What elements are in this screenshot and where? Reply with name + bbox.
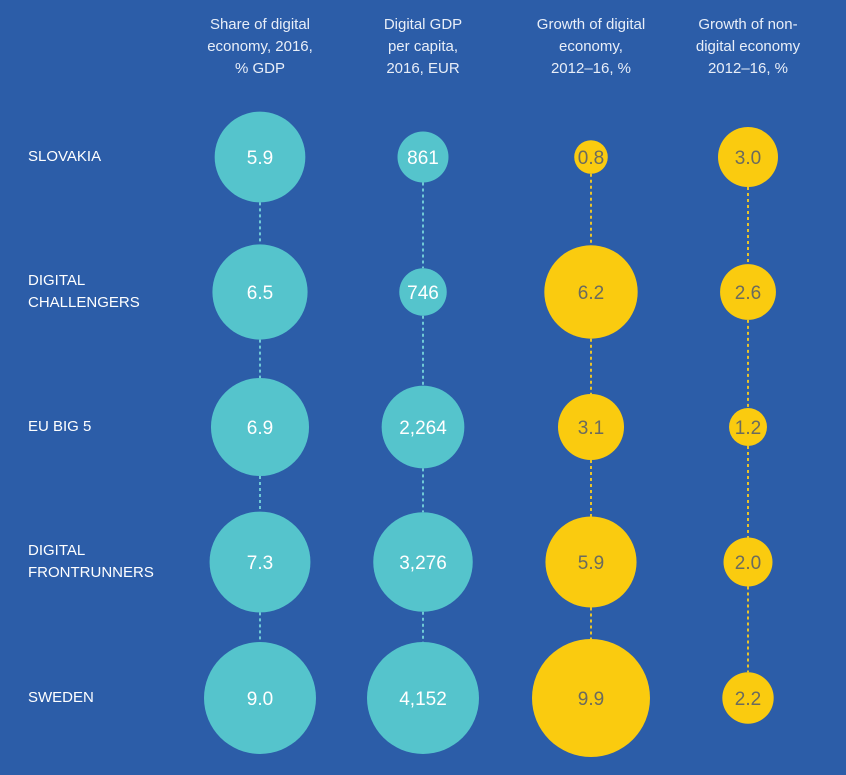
bubble [209, 511, 311, 613]
bubble [397, 131, 449, 183]
bubble-value-label: 2,264 [399, 418, 447, 439]
column-header: Share of digital economy, 2016, % GDP [207, 16, 313, 77]
bubble-value-label: 5.9 [247, 148, 273, 169]
bubble [720, 264, 776, 320]
row-label: DIGITAL CHALLENGERS [28, 272, 140, 311]
bubble-value-label: 6.2 [578, 283, 604, 304]
bubble-value-label: 2.0 [735, 553, 761, 574]
bubble [212, 244, 308, 340]
bubble-value-label: 861 [407, 148, 439, 169]
bubble-value-label: 2.6 [735, 283, 761, 304]
bubble [718, 127, 778, 187]
bubble [729, 408, 767, 446]
bubble-value-label: 7.3 [247, 553, 273, 574]
bubble-value-label: 3.0 [735, 148, 761, 169]
bubble [399, 268, 447, 316]
bubble-value-label: 9.0 [247, 689, 273, 710]
bubble-value-label: 6.5 [247, 283, 273, 304]
row-label: EU BIG 5 [28, 418, 92, 435]
bubble [381, 385, 465, 469]
bubble-value-label: 3.1 [578, 418, 604, 439]
row-label: SLOVAKIA [28, 148, 102, 165]
bubble-value-label: 5.9 [578, 553, 604, 574]
bubble [544, 245, 638, 339]
bubble-value-label: 746 [407, 283, 439, 304]
bubble [373, 512, 473, 612]
row-label: SWEDEN [28, 689, 94, 706]
bubble [545, 516, 637, 608]
column-header: Growth of digital economy, 2012–16, % [536, 16, 646, 77]
bubble [722, 672, 774, 724]
column-header: Digital GDP per capita, 2016, EUR [383, 16, 463, 77]
bubble-value-label: 3,276 [399, 553, 447, 574]
bubble [557, 393, 625, 461]
bubble-value-label: 9.9 [578, 689, 604, 710]
bubble [574, 140, 608, 174]
column-header: Growth of non- digital economy 2012–16, … [695, 16, 801, 77]
bubble [367, 642, 479, 754]
bubble [214, 111, 306, 203]
bubble-value-label: 4,152 [399, 689, 447, 710]
bubble-value-label: 1.2 [735, 418, 761, 439]
bubble [723, 537, 773, 587]
bubble-value-label: 2.2 [735, 689, 761, 710]
bubble [532, 639, 650, 757]
bubble-value-label: 0.8 [578, 148, 604, 169]
bubble [204, 642, 316, 754]
row-label: DIGITAL FRONTRUNNERS [28, 542, 154, 581]
bubble [210, 377, 310, 477]
bubble-value-label: 6.9 [247, 418, 273, 439]
